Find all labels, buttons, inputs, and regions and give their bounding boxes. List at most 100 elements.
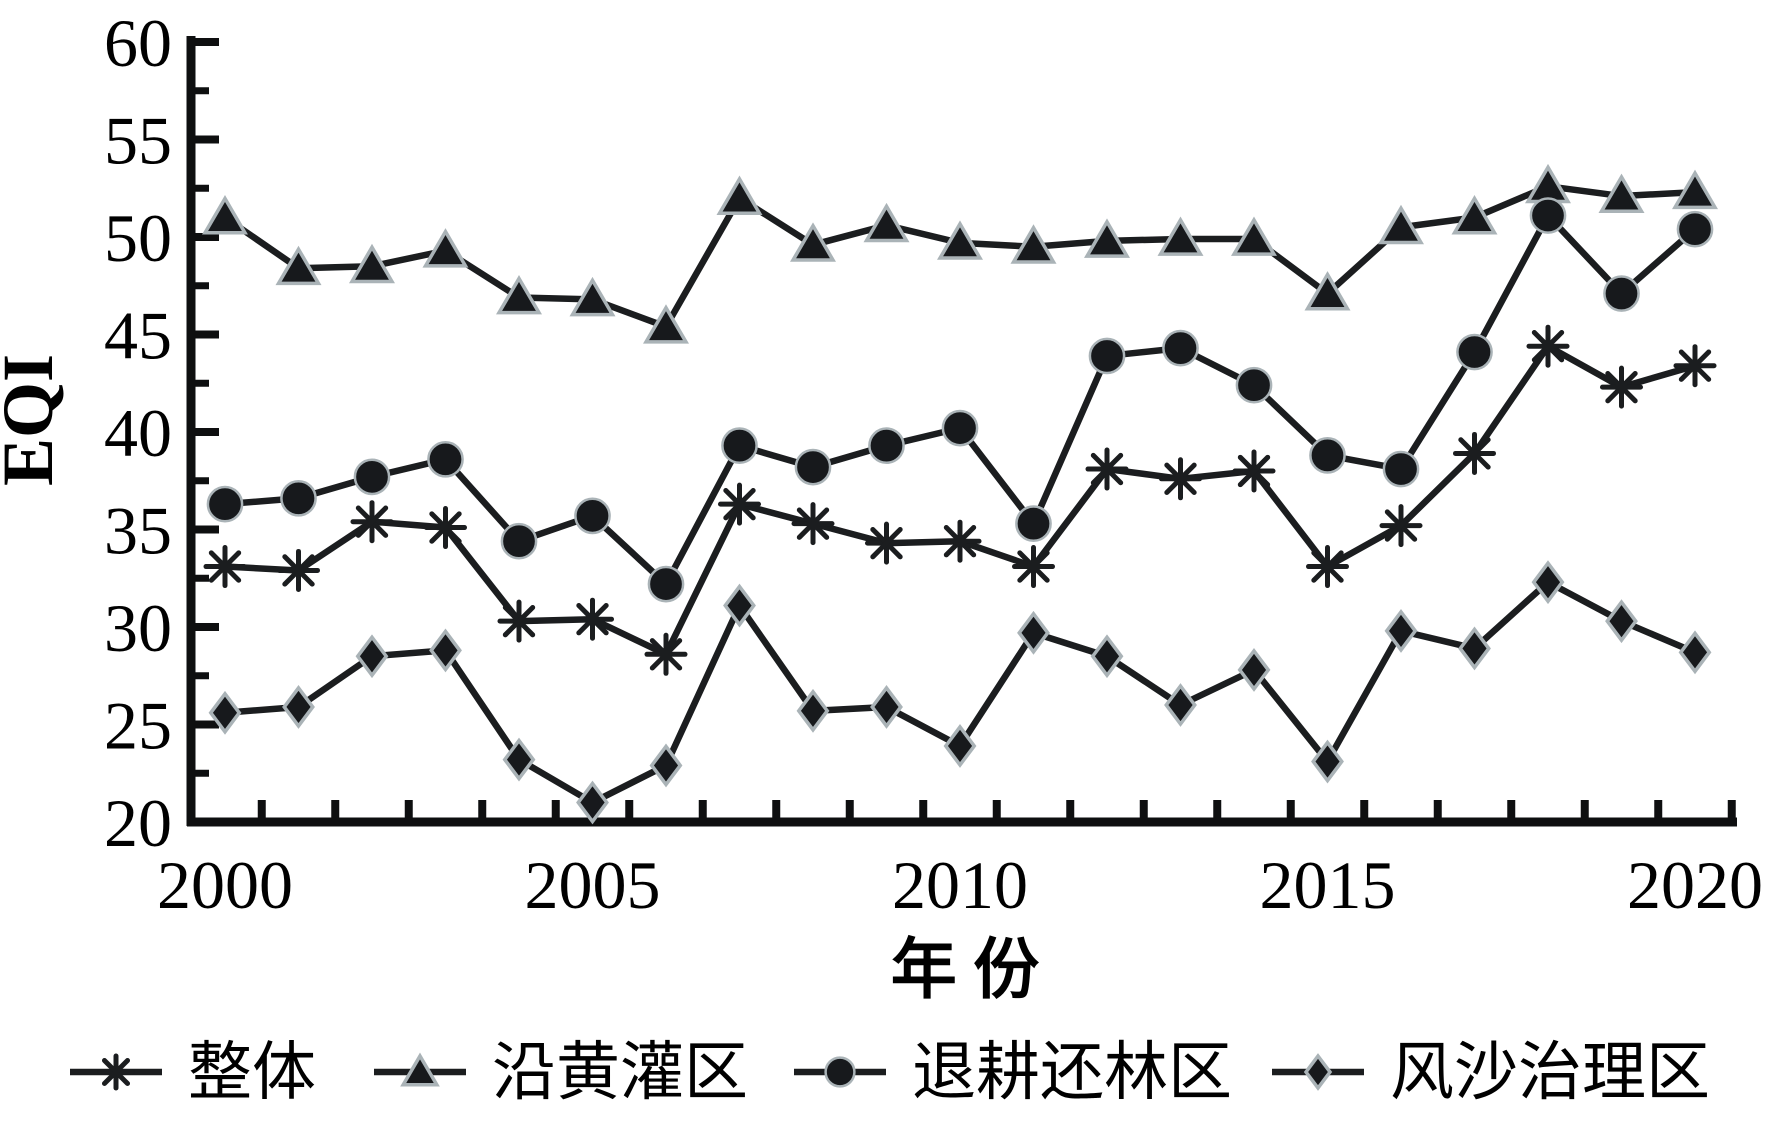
- asterisk-marker: [429, 511, 462, 544]
- diamond-marker: [870, 685, 903, 729]
- circle-marker: [1456, 333, 1493, 371]
- diamond-marker: [1605, 599, 1638, 644]
- diamond-marker: [576, 780, 609, 825]
- diamond-marker: [1458, 626, 1491, 671]
- triangle-marker: [863, 202, 910, 243]
- asterisk-marker: [208, 550, 242, 583]
- diamond-marker: [502, 737, 536, 782]
- diamond-marker: [1164, 683, 1197, 727]
- legend: 整体 沿黄灌区 退耕还林区 风沙治理区: [70, 1037, 1710, 1108]
- triangle-marker: [1231, 216, 1277, 256]
- diamond-marker: [1237, 647, 1271, 692]
- diamond-marker: [1384, 608, 1418, 653]
- circle-marker: [1676, 210, 1714, 248]
- triangle-marker: [1157, 216, 1204, 256]
- y-tick-label: 30: [104, 590, 172, 666]
- x-tick-label: 2010: [892, 847, 1028, 923]
- x-tick-label: 2000: [157, 847, 293, 923]
- asterisk-marker: [1678, 349, 1712, 382]
- asterisk-marker: [1458, 437, 1491, 470]
- triangle-marker: [496, 274, 542, 315]
- circle-marker: [1162, 329, 1199, 367]
- triangle-marker: [1304, 271, 1351, 311]
- circle-marker: [206, 485, 244, 523]
- asterisk-marker: [1164, 462, 1197, 495]
- y-tick-label: 20: [104, 785, 172, 861]
- circle-marker: [1088, 337, 1126, 375]
- series: [202, 163, 1718, 825]
- triangle-marker: [569, 276, 616, 317]
- y-tick-label: 40: [104, 395, 172, 471]
- asterisk-marker: [1237, 454, 1271, 488]
- diamond-marker: [1311, 739, 1344, 784]
- triangle-marker: [422, 228, 469, 268]
- x-tick-label: 2005: [525, 847, 661, 923]
- triangle-marker: [275, 245, 322, 286]
- asterisk-marker: [649, 638, 683, 671]
- triangle-marker: [1598, 173, 1645, 213]
- circle-marker: [280, 479, 317, 517]
- asterisk-marker: [1531, 330, 1565, 363]
- legend-label: 整体: [188, 1037, 316, 1108]
- circle-marker: [1015, 505, 1052, 543]
- triangle-marker: [643, 304, 689, 344]
- diamond-marker: [282, 685, 315, 729]
- triangle-marker: [1010, 224, 1057, 264]
- legend-item-triangle: 沿黄灌区: [374, 1037, 748, 1108]
- legend-item-asterisk: 整体: [70, 1037, 316, 1108]
- axes: 20 25 30 35 40 45 50 55 60 2000 2005 2010 2015 2020: [104, 5, 1763, 923]
- triangle-marker: [400, 1052, 440, 1087]
- diamond-marker: [1531, 560, 1565, 605]
- asterisk-marker: [723, 487, 756, 521]
- diamond-marker: [355, 634, 389, 679]
- y-tick-label: 25: [104, 688, 172, 764]
- diamond-marker: [796, 688, 830, 733]
- diamond-marker: [1090, 634, 1124, 679]
- circle-marker: [427, 440, 464, 478]
- x-axis-title: 年 份: [891, 934, 1040, 1007]
- legend-label: 风沙治理区: [1390, 1037, 1710, 1108]
- y-tick-label: 35: [104, 493, 172, 569]
- circle-marker: [721, 427, 758, 464]
- diamond-marker: [1678, 630, 1712, 675]
- series-line: [221, 342, 1699, 658]
- asterisk-marker: [1311, 550, 1344, 583]
- x-tick-label: 2020: [1627, 847, 1763, 923]
- asterisk-marker: [1605, 370, 1638, 404]
- circle-marker: [353, 458, 391, 496]
- triangle-marker: [1672, 169, 1718, 210]
- triangle-marker: [716, 175, 763, 215]
- triangle-marker: [202, 195, 248, 235]
- diamond-marker: [943, 724, 977, 768]
- diamond-marker: [429, 628, 462, 673]
- circle-marker: [1529, 197, 1567, 234]
- asterisk-marker: [101, 1057, 131, 1087]
- circle-marker: [1309, 437, 1346, 474]
- triangle-marker: [1525, 163, 1571, 204]
- series-diamond: [208, 560, 1712, 825]
- circle-marker: [1235, 366, 1273, 404]
- triangle-marker: [937, 220, 983, 260]
- asterisk-marker: [796, 507, 830, 540]
- asterisk-marker: [282, 554, 315, 587]
- asterisk-marker: [355, 505, 389, 538]
- circle-marker: [574, 497, 611, 535]
- diamond-marker: [1017, 610, 1050, 655]
- asterisk-marker: [870, 526, 903, 560]
- legend-item-circle: 退耕还林区: [794, 1037, 1232, 1108]
- circle-marker: [941, 409, 979, 447]
- y-tick-label: 60: [104, 5, 172, 81]
- triangle-marker: [349, 243, 395, 284]
- asterisk-marker: [1017, 550, 1050, 583]
- circle-marker: [794, 448, 832, 486]
- legend-label: 沿黄灌区: [492, 1037, 748, 1108]
- y-tick-label: 50: [104, 200, 172, 276]
- series-line: [221, 578, 1699, 806]
- asterisk-marker: [1090, 452, 1124, 486]
- circle-marker: [647, 565, 685, 603]
- series-triangle: [202, 163, 1718, 344]
- diamond-marker: [649, 743, 683, 788]
- asterisk-marker: [943, 525, 977, 558]
